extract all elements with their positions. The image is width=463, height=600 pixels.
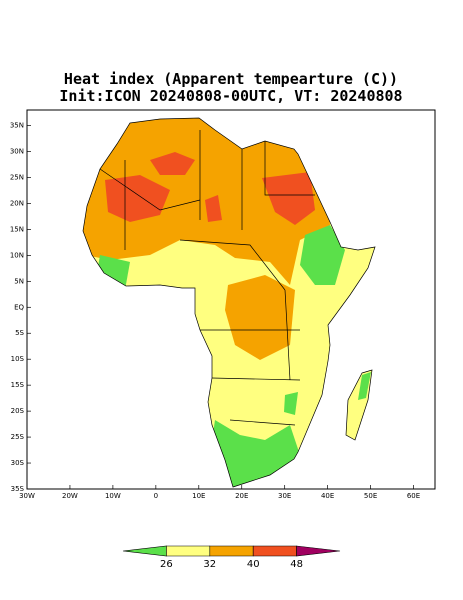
- region-red-c: [205, 195, 222, 222]
- country-borders: [99, 130, 315, 426]
- region-orange-north: [83, 118, 330, 285]
- x-tick-label: 10E: [192, 492, 205, 500]
- x-tick-label: 30E: [278, 492, 291, 500]
- colorbar-label: 26: [160, 559, 173, 570]
- colorbar-segment: [252, 545, 297, 557]
- x-tick-label: 50E: [364, 492, 377, 500]
- y-tick-label: 25N: [10, 173, 24, 181]
- colorbar-segment: [209, 545, 254, 557]
- colorbar-label: 40: [247, 559, 260, 570]
- map-title: Heat index (Apparent tempearture (C)): [64, 70, 398, 88]
- y-tick-label: 10N: [10, 251, 24, 259]
- region-orange-congo: [225, 275, 295, 360]
- region-red-w: [105, 175, 170, 222]
- y-tick-label: 10S: [11, 355, 25, 363]
- coastline: [82, 117, 376, 488]
- region-red-n: [150, 152, 195, 175]
- y-tick-label: 20N: [10, 199, 24, 207]
- x-tick-label: 20E: [235, 492, 248, 500]
- x-tick-label: 30W: [19, 492, 35, 500]
- colorbar-label: 32: [203, 559, 216, 570]
- x-tick-label: 20W: [62, 492, 78, 500]
- y-tick-label: 5S: [15, 329, 24, 337]
- y-tick-label: 25S: [11, 433, 25, 441]
- region-green-ethiopia: [300, 225, 345, 285]
- region-green-sa: [284, 392, 298, 415]
- map-subtitle: Init:ICON 20240808-00UTC, VT: 20240808: [59, 87, 402, 105]
- y-tick-label: 35N: [10, 122, 24, 130]
- y-tick-label: 20S: [11, 407, 25, 415]
- y-tick-label: 15N: [10, 225, 24, 233]
- y-tick-label: 35S: [11, 485, 25, 493]
- colorbar-label: 48: [290, 559, 303, 570]
- x-tick-label: 60E: [407, 492, 420, 500]
- y-tick-label: EQ: [14, 303, 24, 311]
- y-tick-label: 30N: [10, 148, 24, 156]
- madagascar-green: [358, 372, 371, 400]
- y-tick-label: 15S: [11, 381, 25, 389]
- colorbar-segment: [122, 545, 167, 557]
- colorbar-segment: [296, 545, 341, 557]
- x-tick-label: 10W: [105, 492, 121, 500]
- colorbar-segment: [166, 545, 211, 557]
- x-tick-label: 40E: [321, 492, 334, 500]
- region-red-e: [262, 172, 315, 225]
- y-tick-label: 5N: [14, 277, 24, 285]
- y-tick-label: 30S: [11, 459, 25, 467]
- x-tick-label: 0: [154, 492, 158, 500]
